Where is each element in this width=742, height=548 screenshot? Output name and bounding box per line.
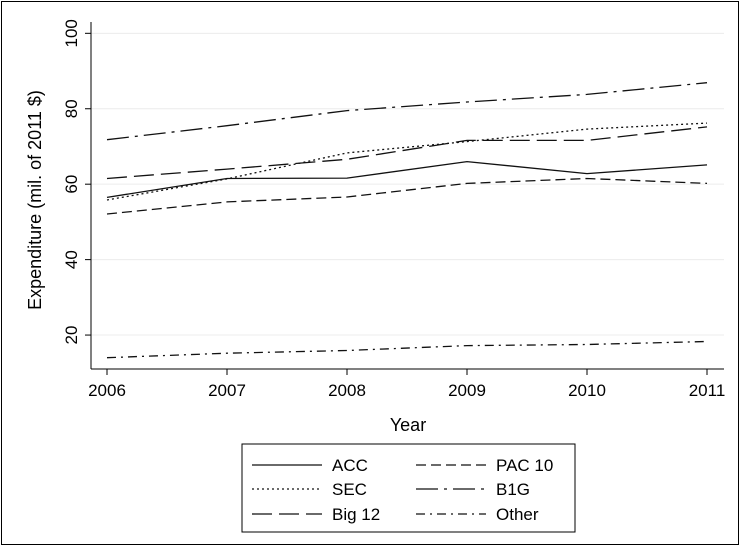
legend-label-sec: SEC [332, 480, 367, 499]
x-tick-label-2006: 2006 [88, 381, 126, 400]
legend-label-big-12: Big 12 [332, 505, 380, 524]
x-axis-title: Year [390, 415, 426, 435]
y-tick-label-20: 20 [62, 326, 81, 345]
legend-label-other: Other [496, 505, 539, 524]
legend-label-acc: ACC [332, 456, 368, 475]
x-tick-label-2007: 2007 [208, 381, 246, 400]
x-tick-label-2010: 2010 [568, 381, 606, 400]
y-tick-label-100: 100 [62, 19, 81, 47]
y-tick-label-40: 40 [62, 250, 81, 269]
axes: 20 40 60 80 100 2006 2007 2008 2009 2010 2011 [62, 19, 725, 400]
x-tick-label-2011: 2011 [689, 381, 726, 400]
y-tick-label-60: 60 [62, 175, 81, 194]
series-lines [106, 82, 708, 359]
series-line-big-12 [106, 126, 708, 180]
x-tick-label-2009: 2009 [448, 381, 486, 400]
legend-box [241, 443, 576, 533]
legend-label-b1g: B1G [496, 480, 530, 499]
gridlines [91, 32, 724, 336]
x-tick-label-2008: 2008 [328, 381, 366, 400]
y-axis-title: Expenditure (mil. of 2011 $) [25, 90, 45, 310]
series-line-other [106, 340, 708, 359]
series-line-pac-10 [106, 177, 708, 215]
series-line-b1g [106, 82, 708, 141]
legend-label-pac-10: PAC 10 [496, 456, 553, 475]
legend: ACC PAC 10 SEC B1G Big 12 Other [241, 443, 576, 533]
series-line-acc [106, 160, 708, 199]
y-tick-label-80: 80 [62, 99, 81, 118]
series-line-sec [106, 122, 708, 201]
